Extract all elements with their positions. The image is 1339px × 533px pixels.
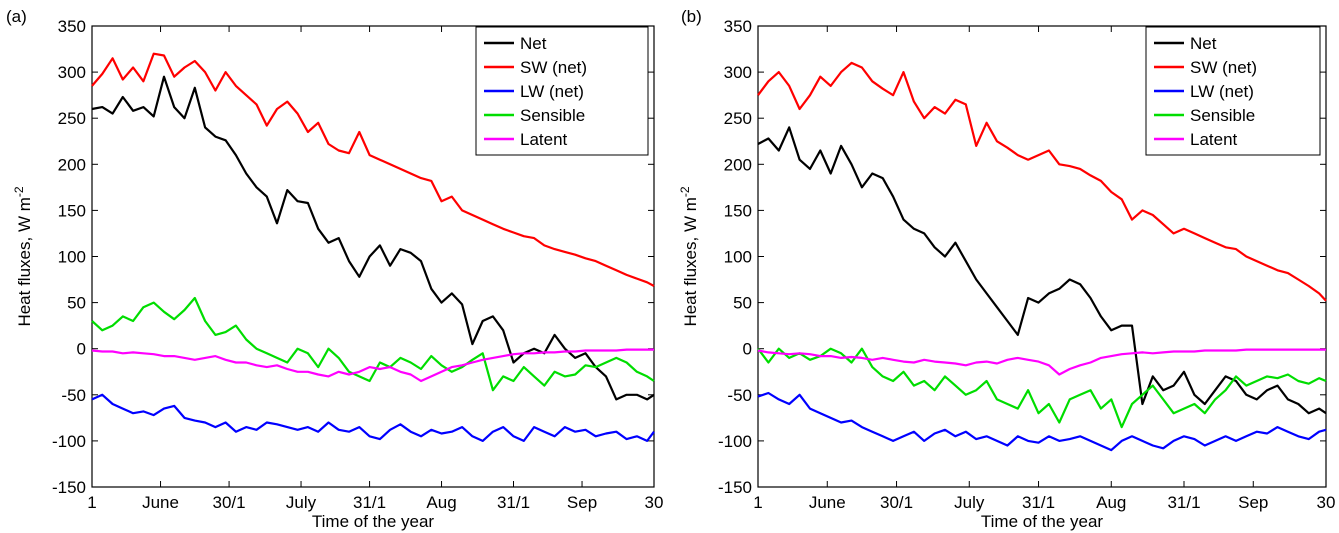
legend-entry: Sensible [520,106,585,125]
y-tick-label: -50 [61,386,86,405]
series-line-net [91,75,655,401]
y-axis-label-superscript: -2 [678,186,692,197]
x-tick-label: Aug [1096,493,1126,512]
y-tick-label: 300 [724,63,752,82]
y-axis-label-superscript: -2 [12,186,26,197]
y-axis-label: Heat fluxes, W m-2 [12,186,34,326]
x-axis-label: Time of the year [312,512,435,531]
y-tick-label: 50 [67,294,86,313]
x-tick-label: Sep [1238,493,1268,512]
x-axis-label: Time of the year [981,512,1104,531]
y-axis-label: Heat fluxes, W m-2 [678,186,700,326]
x-tick-label: 1 [87,493,96,512]
legend-entry: Net [520,34,547,53]
legend-entry: LW (net) [520,82,584,101]
legend-entry: SW (net) [1190,58,1257,77]
y-tick-label: -150 [52,478,86,497]
x-tick-label: Sep [567,493,597,512]
y-tick-label: 250 [724,109,752,128]
series-line-sw-net [757,61,1327,302]
series-line-latent [91,348,654,383]
x-tick-label: Aug [426,493,456,512]
series-line-lw-net [91,393,655,442]
panel-label: (b) [681,7,702,26]
y-tick-label: 100 [58,248,86,267]
y-tick-label: -100 [52,432,86,451]
series-line-sensible [757,347,1327,429]
chart-panel-0: -150 -100 -50 0 50 100 150 200 250 300 350 1 June 30/… [6,7,663,531]
legend-entry: SW (net) [520,58,587,77]
x-tick-label: June [142,493,179,512]
series-line-net [757,126,1327,415]
x-tick-label: 30 [645,493,664,512]
x-tick-label: July [954,493,985,512]
y-tick-label: 150 [724,201,752,220]
y-tick-label: 200 [58,155,86,174]
series-line-latent [757,348,1326,376]
y-axis-label-main: Heat fluxes, W m [15,197,34,326]
y-tick-label: 150 [58,201,86,220]
legend-entry: Latent [520,130,568,149]
x-tick-label: 30/1 [880,493,913,512]
panel-label: (a) [6,7,27,26]
x-tick-label: 1 [753,493,762,512]
x-tick-label: 30 [1317,493,1336,512]
chart-panel-1: -150 -100 -50 0 50 100 150 200 250 300 350 1 June 30/… [678,7,1335,531]
x-tick-label: 30/1 [213,493,246,512]
legend-entry: LW (net) [1190,82,1254,101]
y-tick-label: 350 [724,17,752,36]
y-tick-label: 250 [58,109,86,128]
y-tick-label: -100 [718,432,752,451]
y-tick-label: 200 [724,155,752,174]
y-tick-label: 100 [724,248,752,267]
x-tick-label: 31/1 [1167,493,1200,512]
series-line-sensible [91,296,655,392]
legend-entry: Net [1190,34,1217,53]
x-tick-label: July [286,493,317,512]
x-tick-label: 31/1 [353,493,386,512]
y-tick-label: -50 [727,386,752,405]
legend-entry: Latent [1190,130,1238,149]
legend-entry: Sensible [1190,106,1255,125]
x-tick-label: 31/1 [497,493,530,512]
y-axis-label-main: Heat fluxes, W m [681,197,700,326]
y-tick-label: -150 [718,478,752,497]
series-line-lw-net [757,391,1327,452]
series-line-sw-net [91,52,655,287]
y-tick-label: 300 [58,63,86,82]
y-tick-label: 0 [743,340,752,359]
x-tick-label: 31/1 [1022,493,1055,512]
y-tick-label: 350 [58,17,86,36]
x-tick-label: June [809,493,846,512]
y-tick-label: 50 [733,294,752,313]
y-tick-label: 0 [77,340,86,359]
